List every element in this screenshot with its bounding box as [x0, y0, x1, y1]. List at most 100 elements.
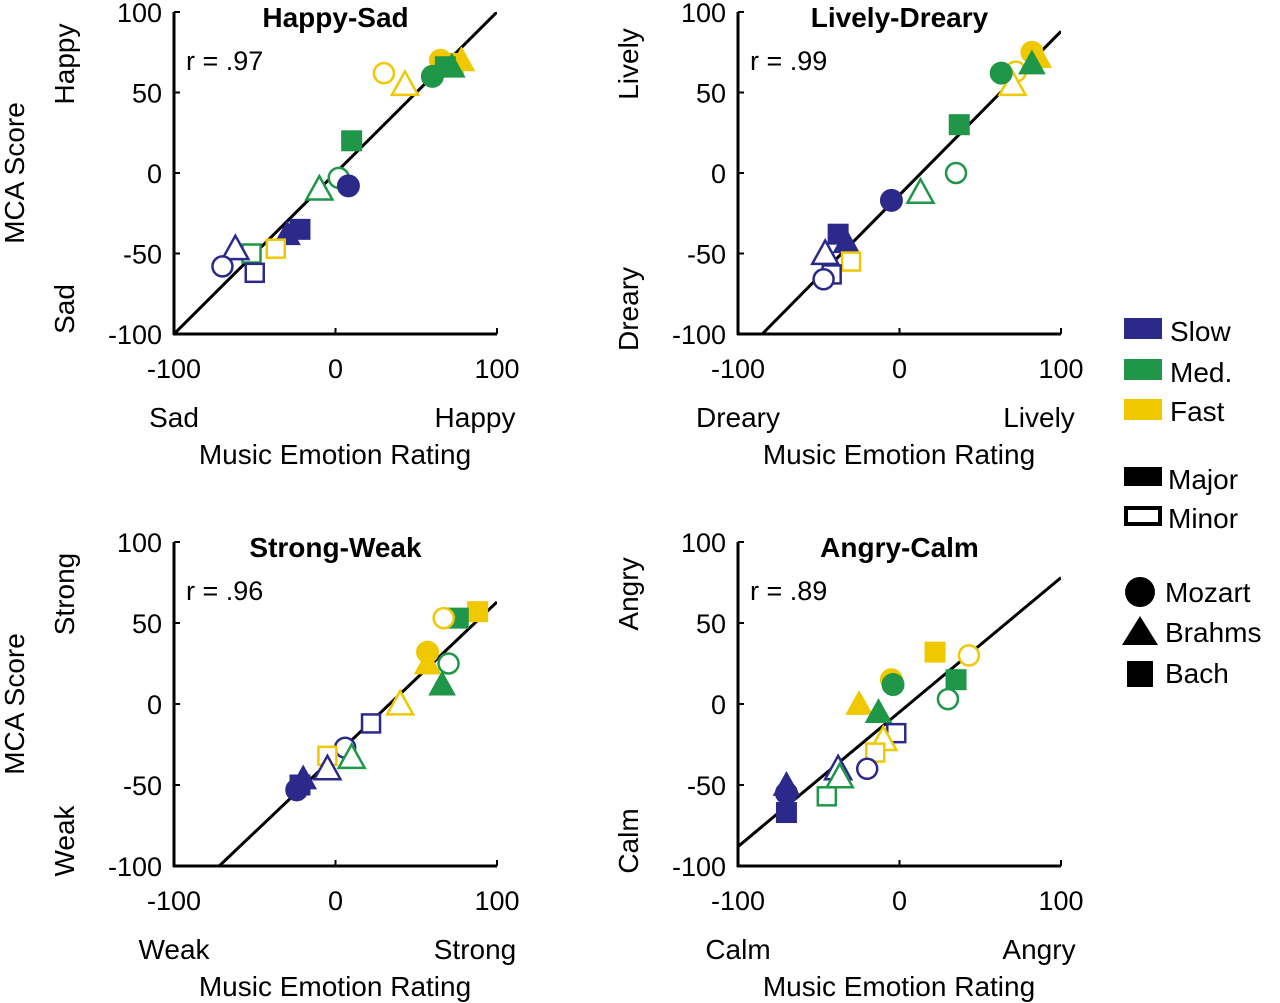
legend-label-med: Med. — [1170, 357, 1232, 388]
data-point-brahms-minor — [389, 68, 421, 97]
x-tick-label: 0 — [892, 886, 907, 916]
data-point-bach-major — [945, 669, 967, 691]
correlation-label: r = .97 — [186, 46, 263, 76]
data-point-bach-major — [948, 114, 970, 136]
panel-title: Lively-Dreary — [811, 2, 989, 33]
y-low-label: Calm — [613, 808, 644, 873]
legend-label-mozart: Mozart — [1165, 577, 1251, 608]
data-point-bach-minor — [840, 251, 862, 272]
legend-label-slow: Slow — [1170, 316, 1231, 347]
data-point-mozart-major — [881, 673, 905, 697]
y-tick-label: 100 — [117, 528, 162, 558]
data-point-brahms-major — [413, 649, 442, 675]
y-tick-label: 0 — [147, 690, 162, 720]
y-tick-label: -50 — [687, 771, 726, 801]
legend-label-fast: Fast — [1170, 396, 1225, 427]
y-high-label: Strong — [49, 553, 80, 636]
y-axis-label: MCA Score — [0, 102, 30, 244]
data-point-bach-major — [924, 641, 946, 663]
x-low-label: Weak — [138, 934, 210, 965]
y-tick-label: -100 — [672, 320, 726, 350]
panel-title: Strong-Weak — [249, 532, 422, 563]
x-high-label: Strong — [434, 934, 517, 965]
legend-label-bach: Bach — [1165, 658, 1229, 689]
y-low-label: Sad — [49, 284, 80, 334]
panels: 100 50 0 -50 -100 -100 0 100 Happy-Sad r = .97 Sad… — [0, 0, 1084, 1002]
data-point-brahms-minor — [824, 761, 855, 789]
x-low-label: Sad — [149, 402, 199, 433]
x-tick-label: -100 — [711, 886, 765, 916]
y-axis-label: MCA Score — [0, 633, 30, 775]
x-tick-label: -100 — [147, 354, 201, 384]
x-low-label: Dreary — [696, 402, 780, 433]
y-tick-label: 0 — [711, 159, 726, 189]
data-point-bach-major — [434, 56, 456, 78]
y-tick-label: -100 — [672, 852, 726, 882]
panel-4: 100 50 0 -50 -100 -100 0 100 Angry-Calm r = .89 Ca… — [613, 528, 1084, 1002]
panel-title: Happy-Sad — [262, 2, 408, 33]
data-point-mozart-minor — [957, 644, 981, 667]
x-tick-label: 100 — [474, 886, 519, 916]
data-point-mozart-major — [879, 188, 903, 212]
x-high-label: Happy — [435, 402, 516, 433]
fit-line — [218, 600, 497, 866]
x-high-label: Lively — [1003, 402, 1075, 433]
legend-swatch-major — [1124, 467, 1162, 486]
x-axis-label: Music Emotion Rating — [199, 439, 471, 470]
y-tick-label: 0 — [711, 690, 726, 720]
data-point-mozart-major — [989, 61, 1013, 85]
panel-3: 100 50 0 -50 -100 -100 0 100 Strong-Weak r = .96 W… — [0, 528, 520, 1002]
y-tick-label: 50 — [132, 609, 162, 639]
y-tick-label: -100 — [108, 320, 162, 350]
x-tick-label: 100 — [474, 354, 519, 384]
legend-label-major: Major — [1168, 464, 1238, 495]
y-low-label: Weak — [49, 804, 80, 876]
legend-modes: Major Minor — [1124, 464, 1238, 534]
data-point-brahms-minor — [304, 173, 335, 201]
data-point-bach-minor — [265, 238, 286, 259]
legend-label-brahms: Brahms — [1165, 617, 1261, 648]
y-tick-label: 100 — [681, 0, 726, 28]
data-point-mozart-major — [774, 781, 798, 805]
data-point-brahms-minor — [220, 233, 251, 261]
y-high-label: Lively — [613, 28, 644, 100]
legend-speeds: Slow Med. Fast — [1124, 316, 1232, 427]
data-point-bach-major — [775, 802, 797, 824]
legend-triangle-icon — [1122, 616, 1158, 645]
data-points — [810, 40, 1053, 291]
panel-title: Angry-Calm — [820, 532, 979, 563]
x-tick-label: 0 — [892, 354, 907, 384]
y-tick-label: 50 — [696, 609, 726, 639]
data-point-bach-minor — [360, 713, 382, 734]
data-point-brahms-minor — [336, 741, 367, 770]
data-point-brahms-minor — [810, 237, 841, 266]
x-axis-label: Music Emotion Rating — [763, 971, 1035, 1002]
x-tick-label: 100 — [1038, 354, 1083, 384]
x-tick-label: -100 — [147, 886, 201, 916]
y-tick-label: -50 — [687, 240, 726, 270]
data-point-mozart-minor — [855, 757, 879, 781]
y-tick-label: 50 — [132, 79, 162, 109]
y-tick-label: 100 — [117, 0, 162, 28]
y-low-label: Dreary — [613, 267, 644, 351]
x-tick-label: 100 — [1038, 886, 1083, 916]
y-tick-label: 100 — [681, 528, 726, 558]
data-points — [285, 601, 489, 802]
data-point-mozart-major — [285, 778, 309, 802]
data-point-brahms-major — [864, 698, 893, 723]
data-point-bach-minor — [816, 786, 838, 807]
x-low-label: Calm — [705, 934, 770, 965]
data-point-brahms-minor — [384, 688, 416, 716]
data-point-mozart-minor — [432, 606, 455, 630]
data-point-mozart-minor — [812, 268, 835, 291]
legend-composers: Mozart Brahms Bach — [1122, 577, 1261, 689]
legend-circle-icon — [1125, 577, 1155, 607]
data-point-bach-major — [341, 130, 363, 152]
x-tick-label: 0 — [328, 354, 343, 384]
data-point-brahms-major — [845, 689, 873, 715]
x-axis-label: Music Emotion Rating — [199, 971, 471, 1002]
correlation-label: r = .96 — [186, 576, 263, 606]
legend-square-icon — [1127, 661, 1153, 687]
data-point-brahms-minor — [312, 753, 343, 781]
